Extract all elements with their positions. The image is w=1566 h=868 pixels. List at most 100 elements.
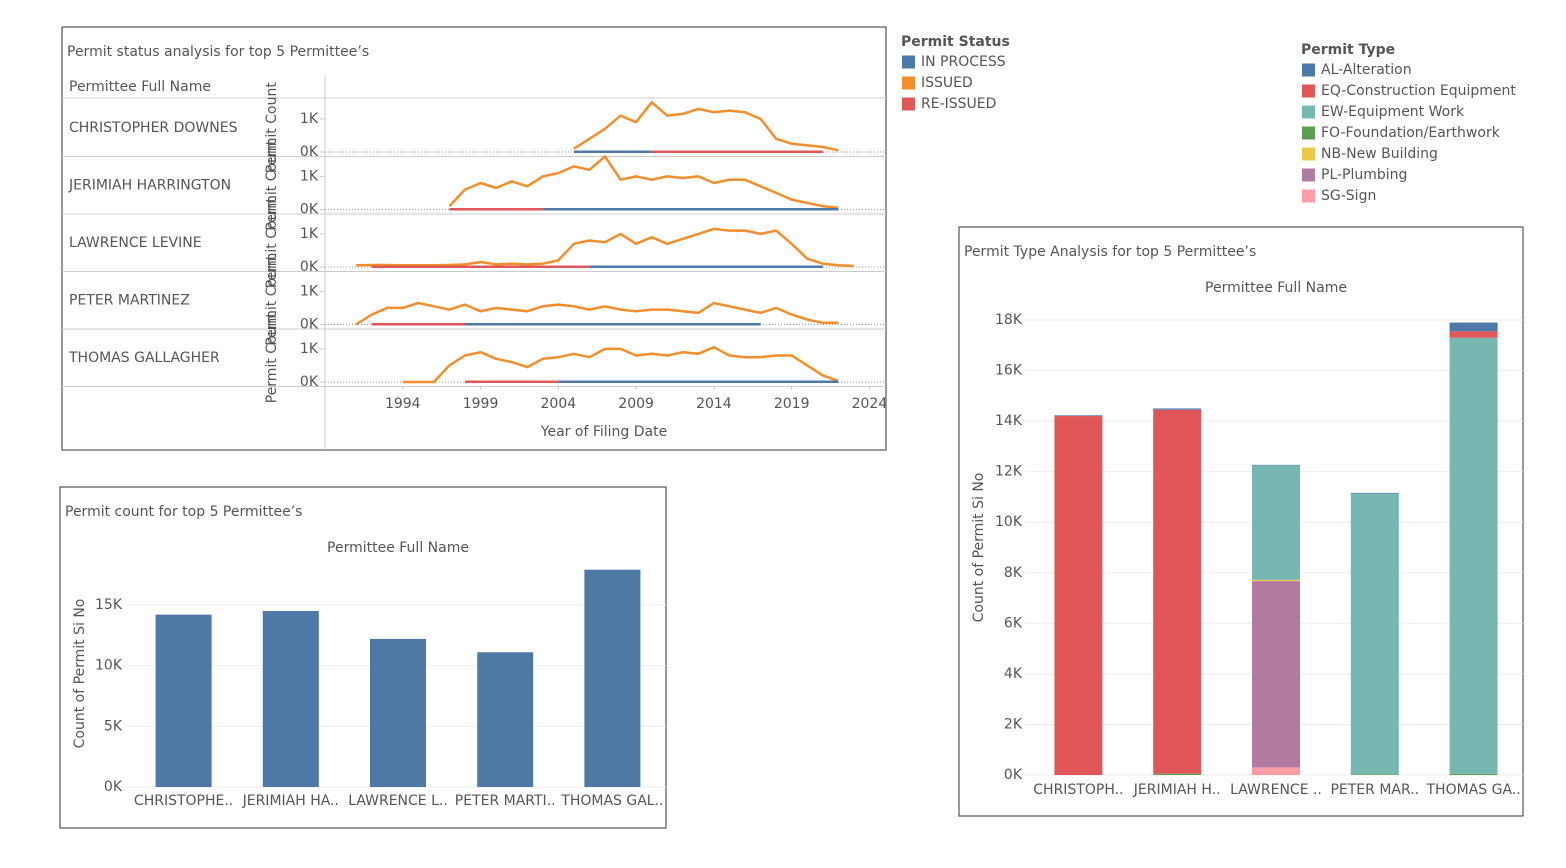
y-axis-label: Permit Count [264, 312, 280, 404]
legend-swatch [1302, 189, 1315, 203]
y-axis-label: Permit Count [264, 82, 280, 174]
y-tick-label: 15K [95, 597, 123, 613]
legend-title: Permit Type [1301, 42, 1395, 58]
y-tick-label: 16K [995, 363, 1023, 379]
x-tick-label: JERIMIAH HA.. [242, 793, 339, 809]
bar [262, 610, 319, 787]
y-tick-label: 1K [300, 111, 319, 127]
chart-title: Permit count for top 5 Permittee’s [65, 504, 302, 520]
y-tick-label: 18K [995, 312, 1023, 328]
bar-segment [1449, 331, 1498, 338]
bar-segment [1252, 464, 1300, 466]
row-label: LAWRENCE LEVINE [69, 235, 202, 251]
x-tick-label: PETER MARTI.. [455, 793, 556, 809]
bar-segment [1153, 773, 1202, 775]
header: Permittee Full Name [327, 540, 469, 556]
bar-segment [1252, 581, 1300, 768]
y-axis-label: Count of Permit Si No [72, 599, 88, 749]
x-tick-label: 2019 [774, 396, 810, 412]
y-tick-label: 1K [300, 283, 319, 299]
chart-frame [61, 26, 887, 451]
x-tick-label: 1999 [463, 396, 499, 412]
header: Permittee Full Name [1205, 280, 1347, 296]
y-axis-label: Permit Count [264, 254, 280, 346]
y-tick-label: 0K [300, 317, 319, 333]
y-tick-label: 0K [300, 144, 319, 160]
legend-label: SG-Sign [1321, 188, 1376, 204]
y-axis-label: Permit Count [264, 197, 280, 289]
bar-segment [1252, 579, 1300, 582]
legend-swatch [1302, 168, 1315, 182]
bar-segment [1449, 322, 1498, 332]
chart-title: Permit Type Analysis for top 5 Permittee… [964, 244, 1256, 260]
y-tick-label: 8K [1004, 565, 1023, 581]
bar [155, 614, 212, 787]
bar-segment [1350, 774, 1399, 775]
y-axis-label: Permit Count [264, 139, 280, 231]
y-tick-label: 14K [995, 413, 1023, 429]
legend-label: IN PROCESS [921, 54, 1006, 70]
bar-segment [1153, 408, 1202, 410]
x-axis-label: Year of Filing Date [540, 424, 667, 440]
legend-label: EQ-Construction Equipment [1321, 83, 1516, 99]
x-tick-label: 2009 [618, 396, 654, 412]
x-tick-label: 2024 [852, 396, 888, 412]
bar-segment [1054, 415, 1103, 417]
bar-segment [1252, 767, 1300, 775]
bar-segment [1153, 409, 1202, 774]
y-tick-label: 2K [1004, 716, 1023, 732]
legend-swatch [902, 97, 915, 111]
x-tick-label: CHRISTOPHE.. [134, 793, 233, 809]
legend-label: AL-Alteration [1321, 62, 1412, 78]
y-tick-label: 12K [995, 464, 1023, 480]
legend-label: ISSUED [921, 75, 973, 91]
y-tick-label: 5K [104, 718, 123, 734]
row-label: THOMAS GALLAGHER [68, 350, 220, 366]
legend-title: Permit Status [901, 34, 1010, 50]
bar-segment [1054, 416, 1103, 775]
bar [370, 638, 426, 787]
x-tick-label: PETER MAR.. [1330, 782, 1419, 798]
row-label: CHRISTOPHER DOWNES [69, 120, 238, 136]
chart-frame [958, 226, 1524, 817]
y-tick-label: 0K [300, 202, 319, 218]
legend-label: RE-ISSUED [921, 96, 996, 112]
legend-label: EW-Equipment Work [1321, 104, 1465, 120]
y-tick-label: 10K [95, 658, 123, 674]
bar-segment [1449, 337, 1498, 774]
x-tick-label: THOMAS GA.. [1426, 782, 1521, 798]
legend-label: PL-Plumbing [1321, 167, 1407, 183]
x-tick-label: 2004 [541, 396, 577, 412]
legend-swatch [902, 55, 915, 69]
y-tick-label: 1K [300, 341, 319, 357]
y-tick-label: 0K [300, 374, 319, 390]
y-tick-label: 0K [1004, 767, 1023, 783]
legend-swatch [1302, 126, 1315, 140]
bar-segment [1350, 492, 1399, 494]
legend-swatch [1302, 84, 1315, 98]
y-tick-label: 4K [1004, 666, 1023, 682]
legend-label: FO-Foundation/Earthwork [1321, 125, 1501, 141]
y-tick-label: 1K [300, 168, 319, 184]
x-tick-label: 2014 [696, 396, 732, 412]
bar [477, 652, 534, 787]
status-line [573, 101, 839, 152]
y-tick-label: 10K [995, 514, 1023, 530]
y-tick-label: 6K [1004, 615, 1023, 631]
x-tick-label: JERIMIAH H.. [1133, 782, 1221, 798]
chart-title: Permit status analysis for top 5 Permitt… [67, 44, 369, 60]
x-tick-label: THOMAS GAL.. [560, 793, 663, 809]
bar-segment [1350, 493, 1399, 775]
row-label: PETER MARTINEZ [69, 292, 190, 308]
row-label: JERIMIAH HARRINGTON [68, 177, 231, 193]
status-line [448, 155, 839, 210]
legend-swatch [902, 76, 915, 90]
bar-segment [1252, 465, 1300, 580]
legend-label: NB-New Building [1321, 146, 1438, 162]
bar [584, 569, 641, 787]
legend-swatch [1302, 147, 1315, 161]
row-header: Permittee Full Name [69, 79, 211, 95]
status-line [402, 345, 839, 384]
